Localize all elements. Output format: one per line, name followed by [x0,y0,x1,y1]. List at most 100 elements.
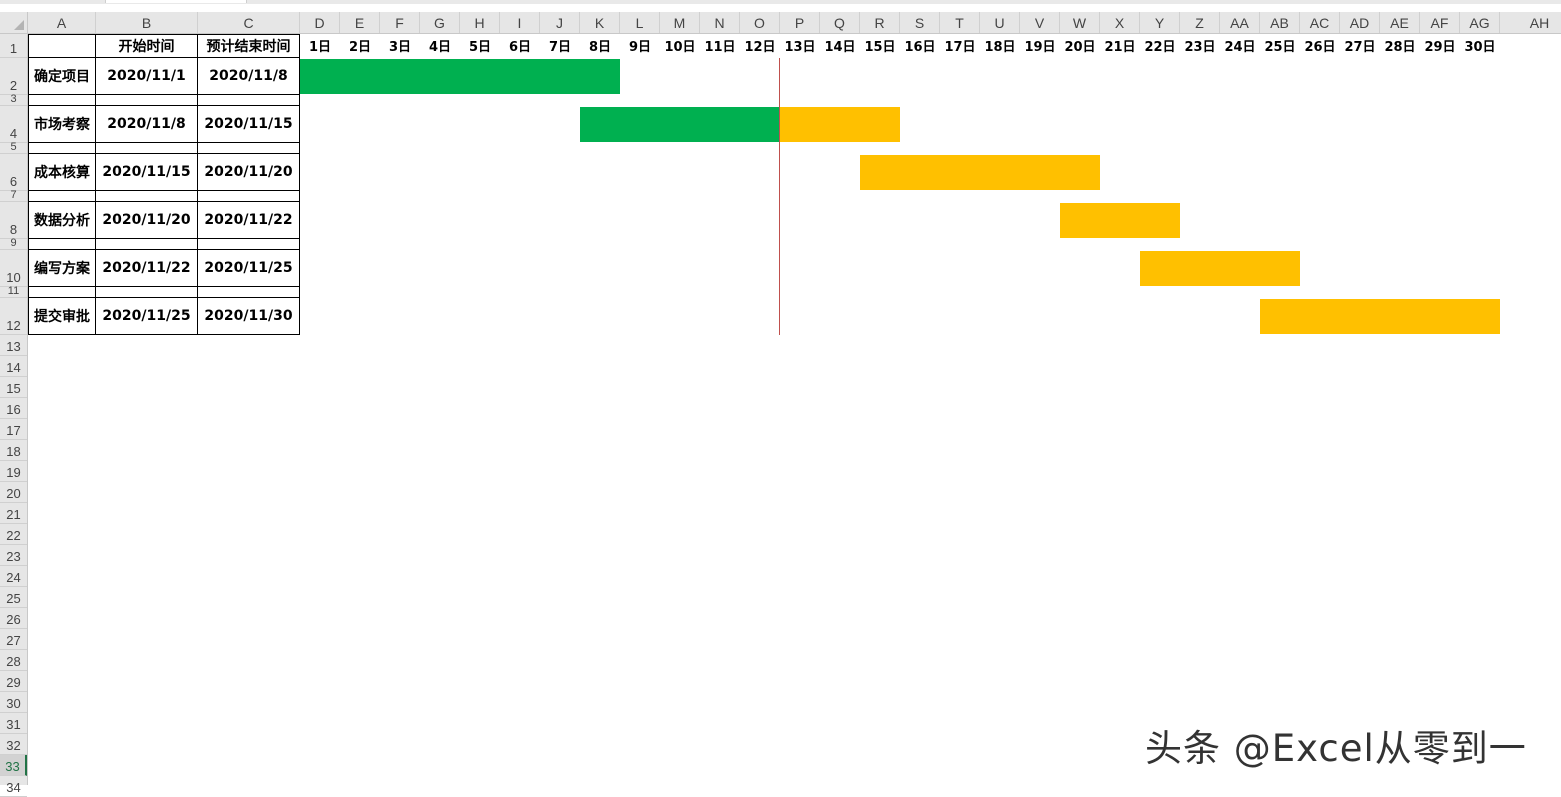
task-name[interactable]: 数据分析 [28,201,96,239]
column-header[interactable]: Y [1140,12,1180,33]
column-header[interactable]: AB [1260,12,1300,33]
day-header[interactable]: 27日 [1344,40,1376,55]
row-header[interactable]: 29 [0,671,27,692]
column-header[interactable]: I [500,12,540,33]
day-header[interactable]: 17日 [944,40,976,55]
day-header[interactable]: 21日 [1104,40,1136,55]
column-header[interactable]: Q [820,12,860,33]
day-header[interactable]: 15日 [864,40,896,55]
task-end-date[interactable]: 2020/11/30 [197,297,300,335]
day-header[interactable]: 26日 [1304,40,1336,55]
column-header[interactable]: F [380,12,420,33]
task-start-date[interactable]: 2020/11/22 [95,249,198,287]
column-header[interactable]: S [900,12,940,33]
row-header[interactable]: 19 [0,461,27,482]
column-header[interactable]: P [780,12,820,33]
day-header[interactable]: 19日 [1024,40,1056,55]
row-header[interactable]: 22 [0,524,27,545]
column-header[interactable]: AD [1340,12,1380,33]
row-header[interactable]: 16 [0,398,27,419]
column-header[interactable]: J [540,12,580,33]
task-start-date[interactable]: 2020/11/1 [95,57,198,95]
row-header[interactable]: 18 [0,440,27,461]
task-start-date[interactable]: 2020/11/25 [95,297,198,335]
day-header[interactable]: 5日 [468,40,492,55]
day-header[interactable]: 12日 [744,40,776,55]
day-header[interactable]: 18日 [984,40,1016,55]
row-header[interactable]: 21 [0,503,27,524]
column-header[interactable]: W [1060,12,1100,33]
row-header[interactable]: 4 [0,106,27,143]
column-header[interactable]: AF [1420,12,1460,33]
column-header[interactable]: K [580,12,620,33]
row-header[interactable]: 1 [0,34,27,58]
row-header[interactable]: 33 [0,755,27,776]
column-header[interactable]: T [940,12,980,33]
row-header[interactable]: 20 [0,482,27,503]
column-header[interactable]: V [1020,12,1060,33]
day-header[interactable]: 10日 [664,40,696,55]
task-end-date[interactable]: 2020/11/20 [197,153,300,191]
row-header[interactable]: 3 [0,94,27,106]
day-header[interactable]: 9日 [628,40,652,55]
column-header[interactable]: E [340,12,380,33]
header-end-time[interactable]: 预计结束时间 [197,34,300,58]
row-header[interactable]: 12 [0,298,27,335]
task-name[interactable]: 提交审批 [28,297,96,335]
task-name[interactable]: 编写方案 [28,249,96,287]
day-header[interactable]: 11日 [704,40,736,55]
task-start-date[interactable]: 2020/11/15 [95,153,198,191]
column-header[interactable]: C [198,12,300,33]
row-header[interactable]: 30 [0,692,27,713]
row-header[interactable]: 2 [0,58,27,95]
column-header[interactable]: N [700,12,740,33]
column-header[interactable]: D [300,12,340,33]
row-header[interactable]: 11 [0,286,27,298]
day-header[interactable]: 4日 [428,40,452,55]
day-header[interactable]: 16日 [904,40,936,55]
column-header[interactable]: AE [1380,12,1420,33]
column-header[interactable]: M [660,12,700,33]
column-header[interactable]: G [420,12,460,33]
day-header[interactable]: 30日 [1464,40,1496,55]
row-header[interactable]: 13 [0,335,27,356]
row-header[interactable]: 5 [0,142,27,154]
day-header[interactable]: 7日 [548,40,572,55]
row-header[interactable]: 6 [0,154,27,191]
row-header[interactable]: 28 [0,650,27,671]
task-end-date[interactable]: 2020/11/22 [197,201,300,239]
day-header[interactable]: 20日 [1064,40,1096,55]
row-header[interactable]: 7 [0,190,27,202]
column-header[interactable]: Z [1180,12,1220,33]
day-header[interactable]: 24日 [1224,40,1256,55]
column-header[interactable]: O [740,12,780,33]
column-header[interactable]: A [28,12,96,33]
row-header[interactable]: 31 [0,713,27,734]
day-header[interactable]: 8日 [588,40,612,55]
column-header[interactable]: U [980,12,1020,33]
row-header[interactable]: 8 [0,202,27,239]
column-header[interactable]: B [96,12,198,33]
task-name[interactable]: 确定项目 [28,57,96,95]
row-header[interactable]: 34 [0,776,27,797]
row-header[interactable]: 26 [0,608,27,629]
task-name[interactable]: 成本核算 [28,153,96,191]
column-header[interactable]: AH [1500,12,1561,33]
sheet-tab[interactable] [105,0,247,3]
row-header[interactable]: 9 [0,238,27,250]
task-end-date[interactable]: 2020/11/15 [197,105,300,143]
select-all-corner[interactable] [0,12,28,34]
row-header[interactable]: 24 [0,566,27,587]
task-start-date[interactable]: 2020/11/8 [95,105,198,143]
day-header[interactable]: 14日 [824,40,856,55]
header-start-time[interactable]: 开始时间 [95,34,198,58]
row-header[interactable]: 32 [0,734,27,755]
task-end-date[interactable]: 2020/11/25 [197,249,300,287]
task-start-date[interactable]: 2020/11/20 [95,201,198,239]
day-header[interactable]: 1日 [308,40,332,55]
row-header[interactable]: 14 [0,356,27,377]
row-header[interactable]: 27 [0,629,27,650]
column-header[interactable]: H [460,12,500,33]
column-header[interactable]: AG [1460,12,1500,33]
row-header[interactable]: 15 [0,377,27,398]
